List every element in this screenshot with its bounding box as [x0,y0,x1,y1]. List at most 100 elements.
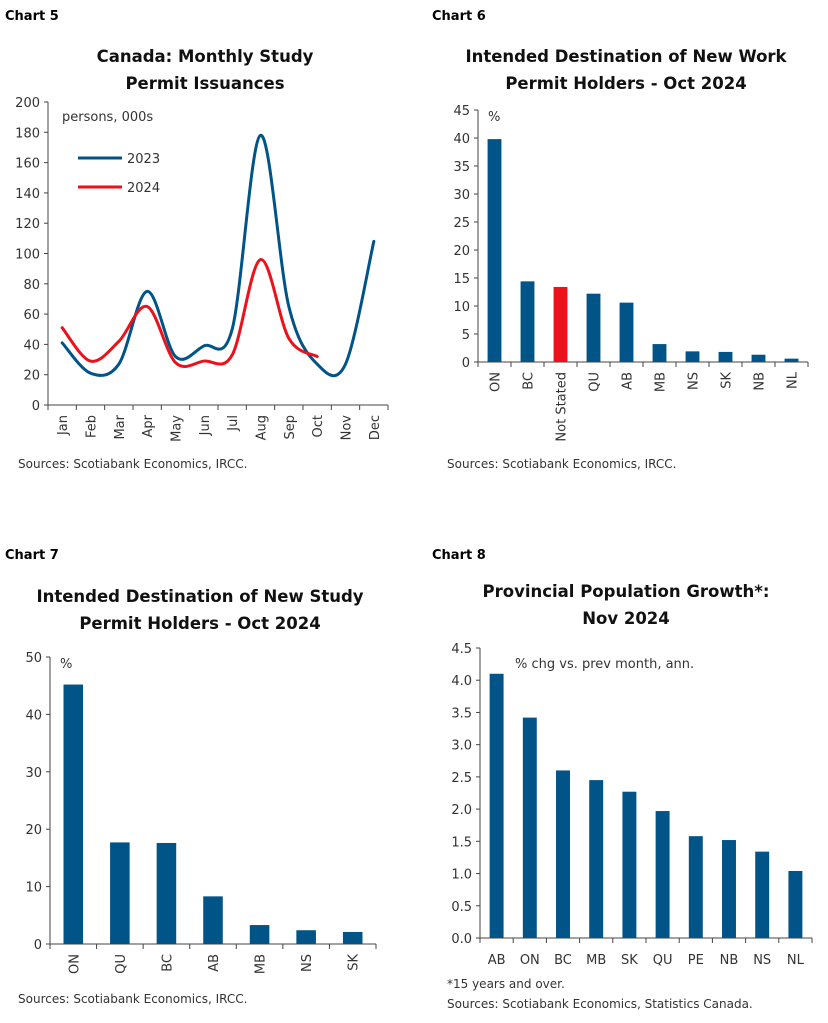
y-tick-label: 1.0 [451,868,472,883]
bar-bc [156,842,177,944]
bar-mb [652,344,667,362]
x-tick-label: NS [753,953,771,968]
bar-ab [203,896,223,944]
unit-label: persons, 000s [62,110,153,125]
chart-label: Chart 6 [432,9,486,24]
y-tick-label: 10 [453,300,470,315]
y-tick-label: 120 [15,217,40,232]
y-tick-label: 20 [25,823,42,838]
chart-title: Intended Destination of New Work [465,47,787,66]
source-note: Sources: Scotiabank Economics, IRCC. [18,457,247,471]
x-tick-label: Jun [198,415,213,436]
x-tick-label: AB [621,372,636,390]
chart-6: Chart 6 Intended Destination of New Work P… [432,9,809,471]
y-tick-label: 30 [453,188,470,203]
chart-label: Chart 5 [5,9,59,24]
bar-sk [622,791,637,938]
chart-title: Intended Destination of New Study [36,587,363,606]
bar-not-stated [553,286,568,362]
bar-mb [589,780,604,938]
chart-label: Chart 7 [5,548,59,563]
x-tick-label: Mar [113,414,128,439]
y-tick-label: 0 [34,938,42,953]
chart-7: Chart 7 Intended Destination of New Study… [5,548,377,1006]
bar-qu [110,842,130,944]
chart-title: Permit Holders - Oct 2024 [79,614,320,633]
y-tick-label: 4.5 [451,642,472,657]
x-tick-label: Sep [283,415,298,440]
y-tick-label: 2.0 [451,803,472,818]
x-tick-label: MB [586,953,606,968]
y-tick-label: 10 [25,881,42,896]
y-tick-label: 20 [453,244,470,259]
x-tick-label: Jan [56,415,71,436]
x-tick-label: ON [520,953,540,968]
x-tick-label: NS [687,372,702,390]
x-tick-label: AB [488,953,506,968]
series-line-2023 [60,133,376,378]
legend-label: 2024 [127,181,160,196]
x-tick-label: MB [654,372,669,392]
x-tick-label: ON [67,954,82,974]
y-tick-label: 40 [23,338,40,353]
x-tick-label: May [170,415,185,442]
chart-8: Chart 8 Provincial Population Growth*: Nov… [432,548,813,1011]
y-tick-label: 0.0 [451,932,472,947]
bar-bc [556,770,570,938]
x-tick-label: QU [653,953,673,968]
y-tick-label: 5 [462,328,470,343]
unit-label: % [60,657,72,672]
bar-on [487,139,502,362]
x-tick-label: Nov [340,415,355,441]
y-tick-label: 180 [15,126,40,141]
x-tick-label: Aug [255,415,270,440]
y-tick-label: 200 [15,96,40,111]
chart-label: Chart 8 [432,548,486,563]
y-tick-label: 140 [15,187,40,202]
source-note: Sources: Scotiabank Economics, IRCC. [447,457,676,471]
chart-title: Nov 2024 [582,609,670,628]
bar-nl [788,870,803,938]
y-tick-label: 40 [453,132,470,147]
y-tick-label: 20 [23,369,40,384]
chart-title: Canada: Monthly Study [97,47,314,66]
x-tick-label: NB [720,953,739,968]
bar-ab [619,302,634,362]
x-tick-label: QU [114,954,129,974]
bar-ns [685,351,700,362]
bar-ns [296,930,316,944]
x-tick-label: Feb [85,415,100,438]
x-tick-label: SK [621,953,638,968]
x-tick-label: BC [554,953,572,968]
bar-on [522,717,537,938]
bar-on [63,684,84,944]
x-tick-label: Not Stated [555,372,570,442]
y-tick-label: 4.0 [451,674,472,689]
bar-bc [520,281,535,362]
chart-5: Chart 5 Canada: Monthly Study Permit Issua… [5,9,389,471]
bar-nb [722,840,736,938]
bar-nl [784,358,799,362]
y-tick-label: 50 [25,651,42,666]
y-tick-label: 3.0 [451,739,472,754]
source-note: Sources: Scotiabank Economics, Statistic… [447,997,753,1011]
bar-ab [489,673,504,938]
x-tick-label: NS [300,954,315,972]
y-tick-label: 30 [25,766,42,781]
y-tick-label: 40 [25,708,42,723]
bar-mb [249,925,270,944]
bar-qu [655,811,670,938]
y-tick-label: 0 [462,356,470,371]
x-tick-label: Dec [368,415,383,440]
bar-ns [755,851,770,938]
x-tick-label: BC [522,372,537,390]
x-tick-label: NL [786,371,801,389]
y-tick-label: 15 [453,272,470,287]
x-tick-label: Oct [311,415,326,437]
legend-label: 2023 [127,152,160,167]
x-tick-label: AB [207,954,222,972]
y-tick-label: 100 [15,248,40,263]
bar-qu [586,293,601,362]
series-line-2024 [60,258,319,368]
